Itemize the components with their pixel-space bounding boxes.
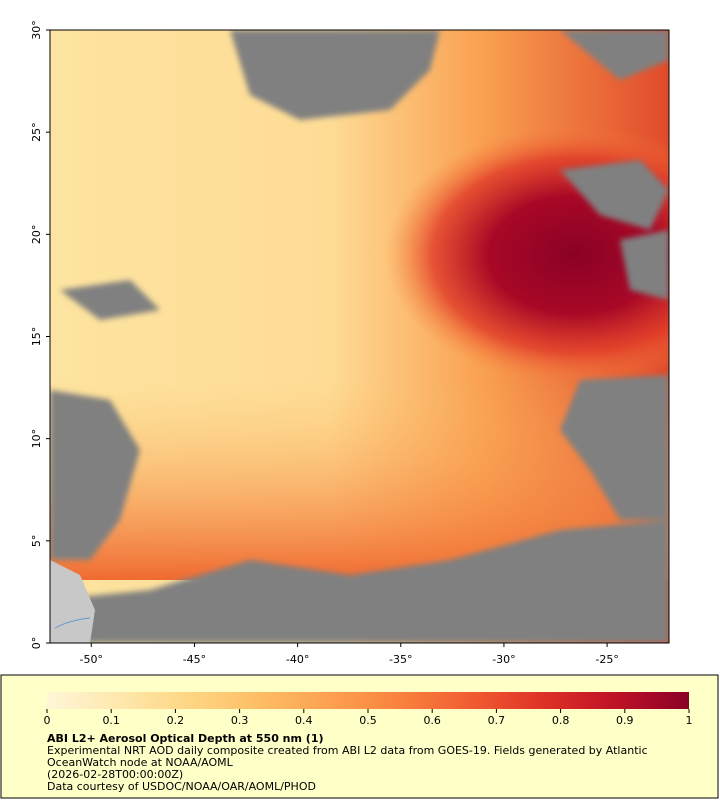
x-tick-label: -25° — [595, 653, 618, 666]
caption-line: Experimental NRT AOD daily composite cre… — [47, 744, 648, 757]
y-tick-label: 15° — [30, 327, 43, 347]
x-tick-label: -50° — [80, 653, 103, 666]
colorbar-tick-label: 0.3 — [231, 714, 249, 727]
colorbar-tick-label: 0.9 — [616, 714, 634, 727]
y-tick-label: 0° — [30, 637, 43, 650]
colorbar-tick-label: 0 — [44, 714, 51, 727]
colorbar — [47, 692, 689, 709]
x-tick-label: -30° — [492, 653, 515, 666]
y-tick-label: 10° — [30, 429, 43, 449]
caption-line: OceanWatch node at NOAA/AOML — [47, 756, 234, 769]
aod-field — [50, 30, 669, 643]
y-tick-label: 20° — [30, 225, 43, 245]
colorbar-tick-label: 0.6 — [423, 714, 441, 727]
x-tick-label: -35° — [389, 653, 412, 666]
colorbar-tick-label: 0.1 — [102, 714, 120, 727]
x-tick-label: -40° — [286, 653, 309, 666]
x-tick-label: -45° — [183, 653, 206, 666]
colorbar-tick-label: 0.5 — [359, 714, 377, 727]
colorbar-tick-label: 0.8 — [552, 714, 570, 727]
colorbar-tick-label: 0.2 — [167, 714, 185, 727]
caption-title: ABI L2+ Aerosol Optical Depth at 550 nm … — [47, 732, 324, 745]
colorbar-tick-label: 1 — [686, 714, 693, 727]
y-tick-label: 5° — [30, 535, 43, 548]
y-tick-label: 30° — [30, 20, 43, 40]
y-tick-label: 25° — [30, 122, 43, 142]
caption-line: Data courtesy of USDOC/NOAA/OAR/AOML/PHO… — [47, 780, 316, 793]
colorbar-tick-label: 0.7 — [488, 714, 506, 727]
colorbar-tick-label: 0.4 — [295, 714, 313, 727]
caption-line: (2026-02-28T00:00:00Z) — [47, 768, 183, 781]
